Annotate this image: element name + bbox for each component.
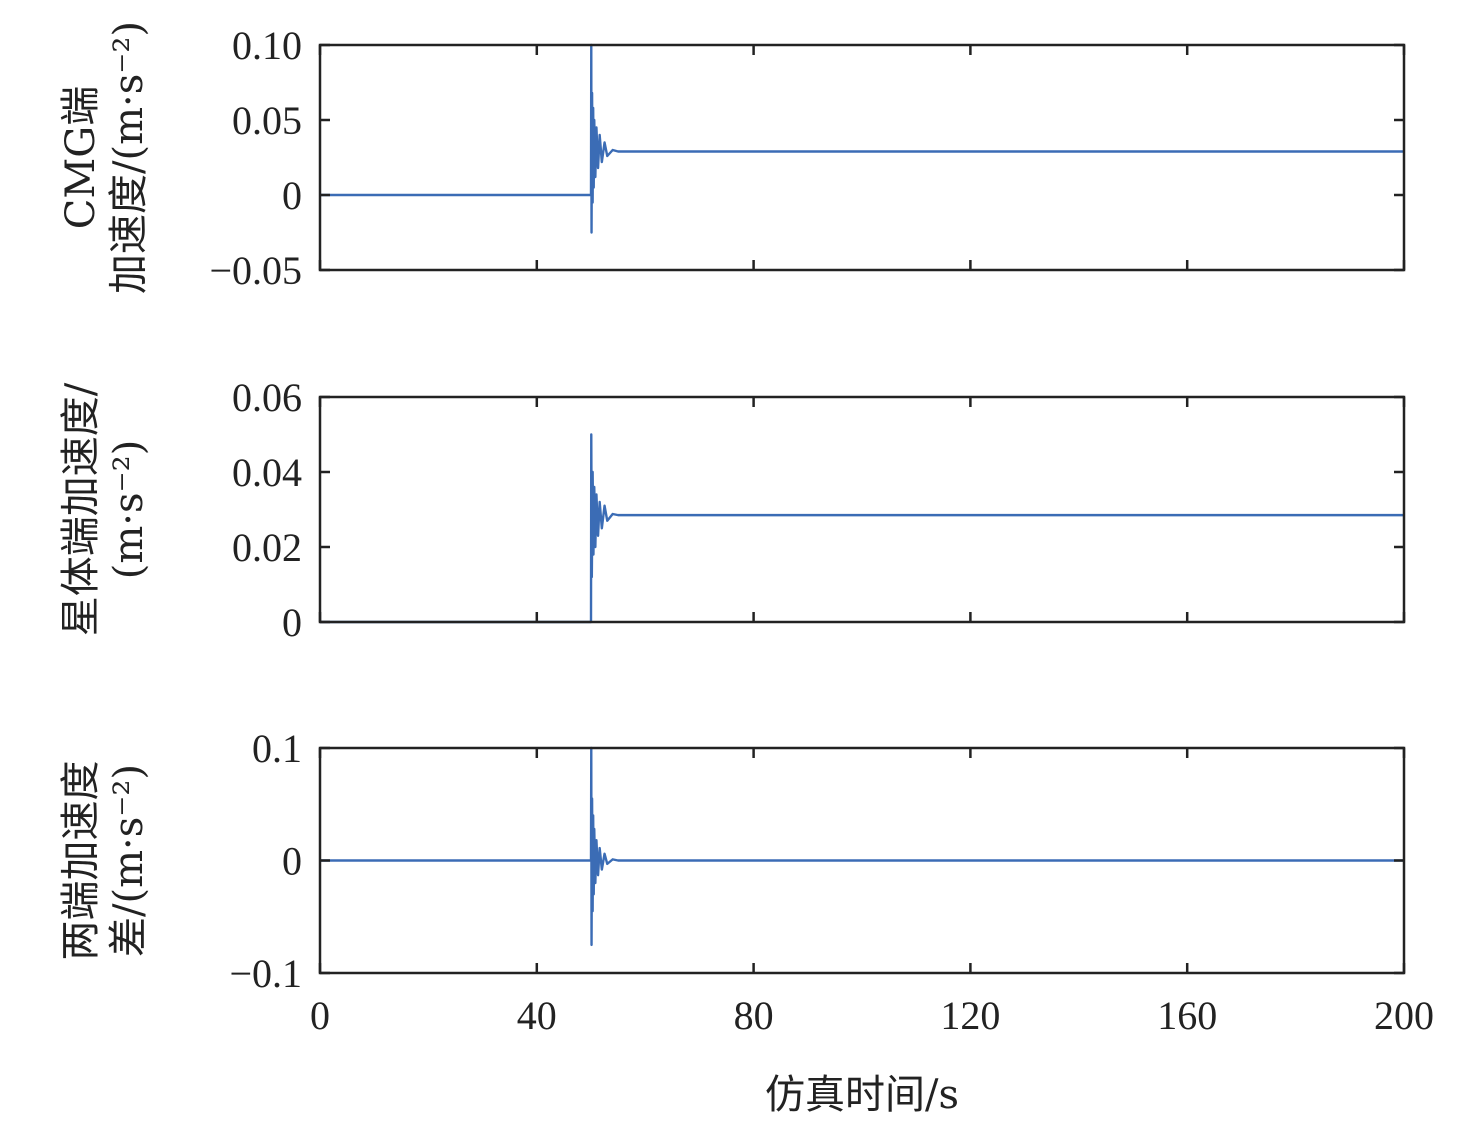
- y-axis-title-line-1: 两端加速度: [58, 761, 104, 961]
- series-line-1-1: [320, 43, 1404, 234]
- x-tick-label: 200: [1374, 993, 1434, 1038]
- y-axis-title-line-2: 差/(m·s⁻²): [106, 764, 152, 957]
- y-tick-label: 0.02: [232, 525, 302, 570]
- y-tick-label: −0.05: [209, 248, 302, 293]
- y-tick-label: 0.1: [252, 726, 302, 771]
- x-tick-label: 120: [940, 993, 1000, 1038]
- series-line-2-1: [320, 433, 1404, 624]
- subplot-1: −0.05 0 0.05 0.10 CMG端 加速度/(m·s⁻²): [58, 21, 1406, 294]
- x-tick-label: 80: [734, 993, 774, 1038]
- y-tick-label: 0: [282, 173, 302, 218]
- y-tick-label: 0.10: [232, 23, 302, 68]
- y-tick-label: −0.1: [229, 951, 302, 996]
- y-tick-label: 0: [282, 839, 302, 884]
- y-axis-title-line-2: (m·s⁻²): [106, 440, 152, 580]
- x-tick-label: 0: [310, 993, 330, 1038]
- x-axis-title: 仿真时间/s: [765, 1072, 959, 1118]
- plot-frame: [318, 395, 1406, 624]
- x-tick-label: 40: [517, 993, 557, 1038]
- y-tick-label: 0.05: [232, 98, 302, 143]
- y-axis-title-line-1: CMG端: [58, 86, 104, 230]
- plot-frame: [318, 43, 1406, 272]
- x-tick-label: 160: [1157, 993, 1217, 1038]
- subplot-2: 0 0.02 0.04 0.06 星体端加速度/(m·s⁻²): [58, 375, 1406, 645]
- y-tick-label: 0: [282, 600, 302, 645]
- y-axis-title-line-2: 加速度/(m·s⁻²): [106, 21, 152, 294]
- y-tick-label: 0.04: [232, 450, 302, 495]
- series-line-3-1: [320, 746, 1404, 947]
- y-tick-label: 0.06: [232, 375, 302, 420]
- y-axis-title-line-1: 星体端加速度/: [58, 382, 104, 636]
